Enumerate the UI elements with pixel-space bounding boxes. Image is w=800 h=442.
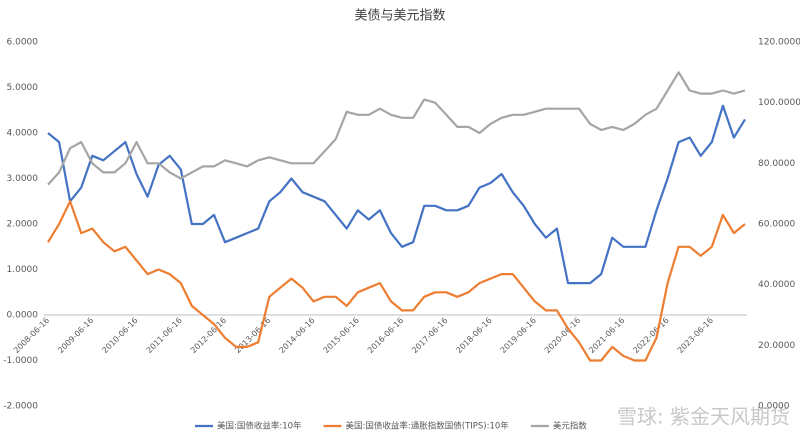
legend-label: 美元指数 [553, 421, 588, 432]
chart-title: 美债与美元指数 [354, 9, 445, 24]
y-tick-label: 6.0000 [7, 38, 39, 48]
y2-tick-label: 100.0000 [758, 98, 800, 108]
y-tick-label: -1.0000 [3, 356, 38, 366]
y-tick-label: 5.0000 [7, 83, 39, 93]
y-tick-label: 4.0000 [7, 129, 39, 139]
y2-tick-label: 0.0000 [758, 402, 790, 412]
series-line [47, 200, 746, 362]
y-tick-label: 1.0000 [7, 265, 39, 275]
y2-tick-label: 40.0000 [758, 280, 795, 290]
y-tick-label: 2.0000 [7, 220, 39, 230]
y2-tick-label: 60.0000 [758, 220, 795, 230]
y2-tick-label: 120.0000 [758, 38, 800, 48]
watermark: 雪球: 紫金天风期货 [617, 405, 790, 429]
y-tick-label: 3.0000 [7, 174, 39, 184]
y2-tick-label: 80.0000 [758, 159, 795, 169]
legend-label: 美国:国债收益率:10年 [217, 421, 302, 432]
y2-tick-label: 20.0000 [758, 341, 795, 351]
series-line [47, 71, 746, 186]
y-tick-label: -2.0000 [3, 402, 38, 412]
y-tick-label: 0.0000 [7, 311, 39, 321]
legend-label: 美国:国债收益率:通胀指数国债(TIPS):10年 [346, 421, 510, 432]
series-line [47, 104, 746, 285]
